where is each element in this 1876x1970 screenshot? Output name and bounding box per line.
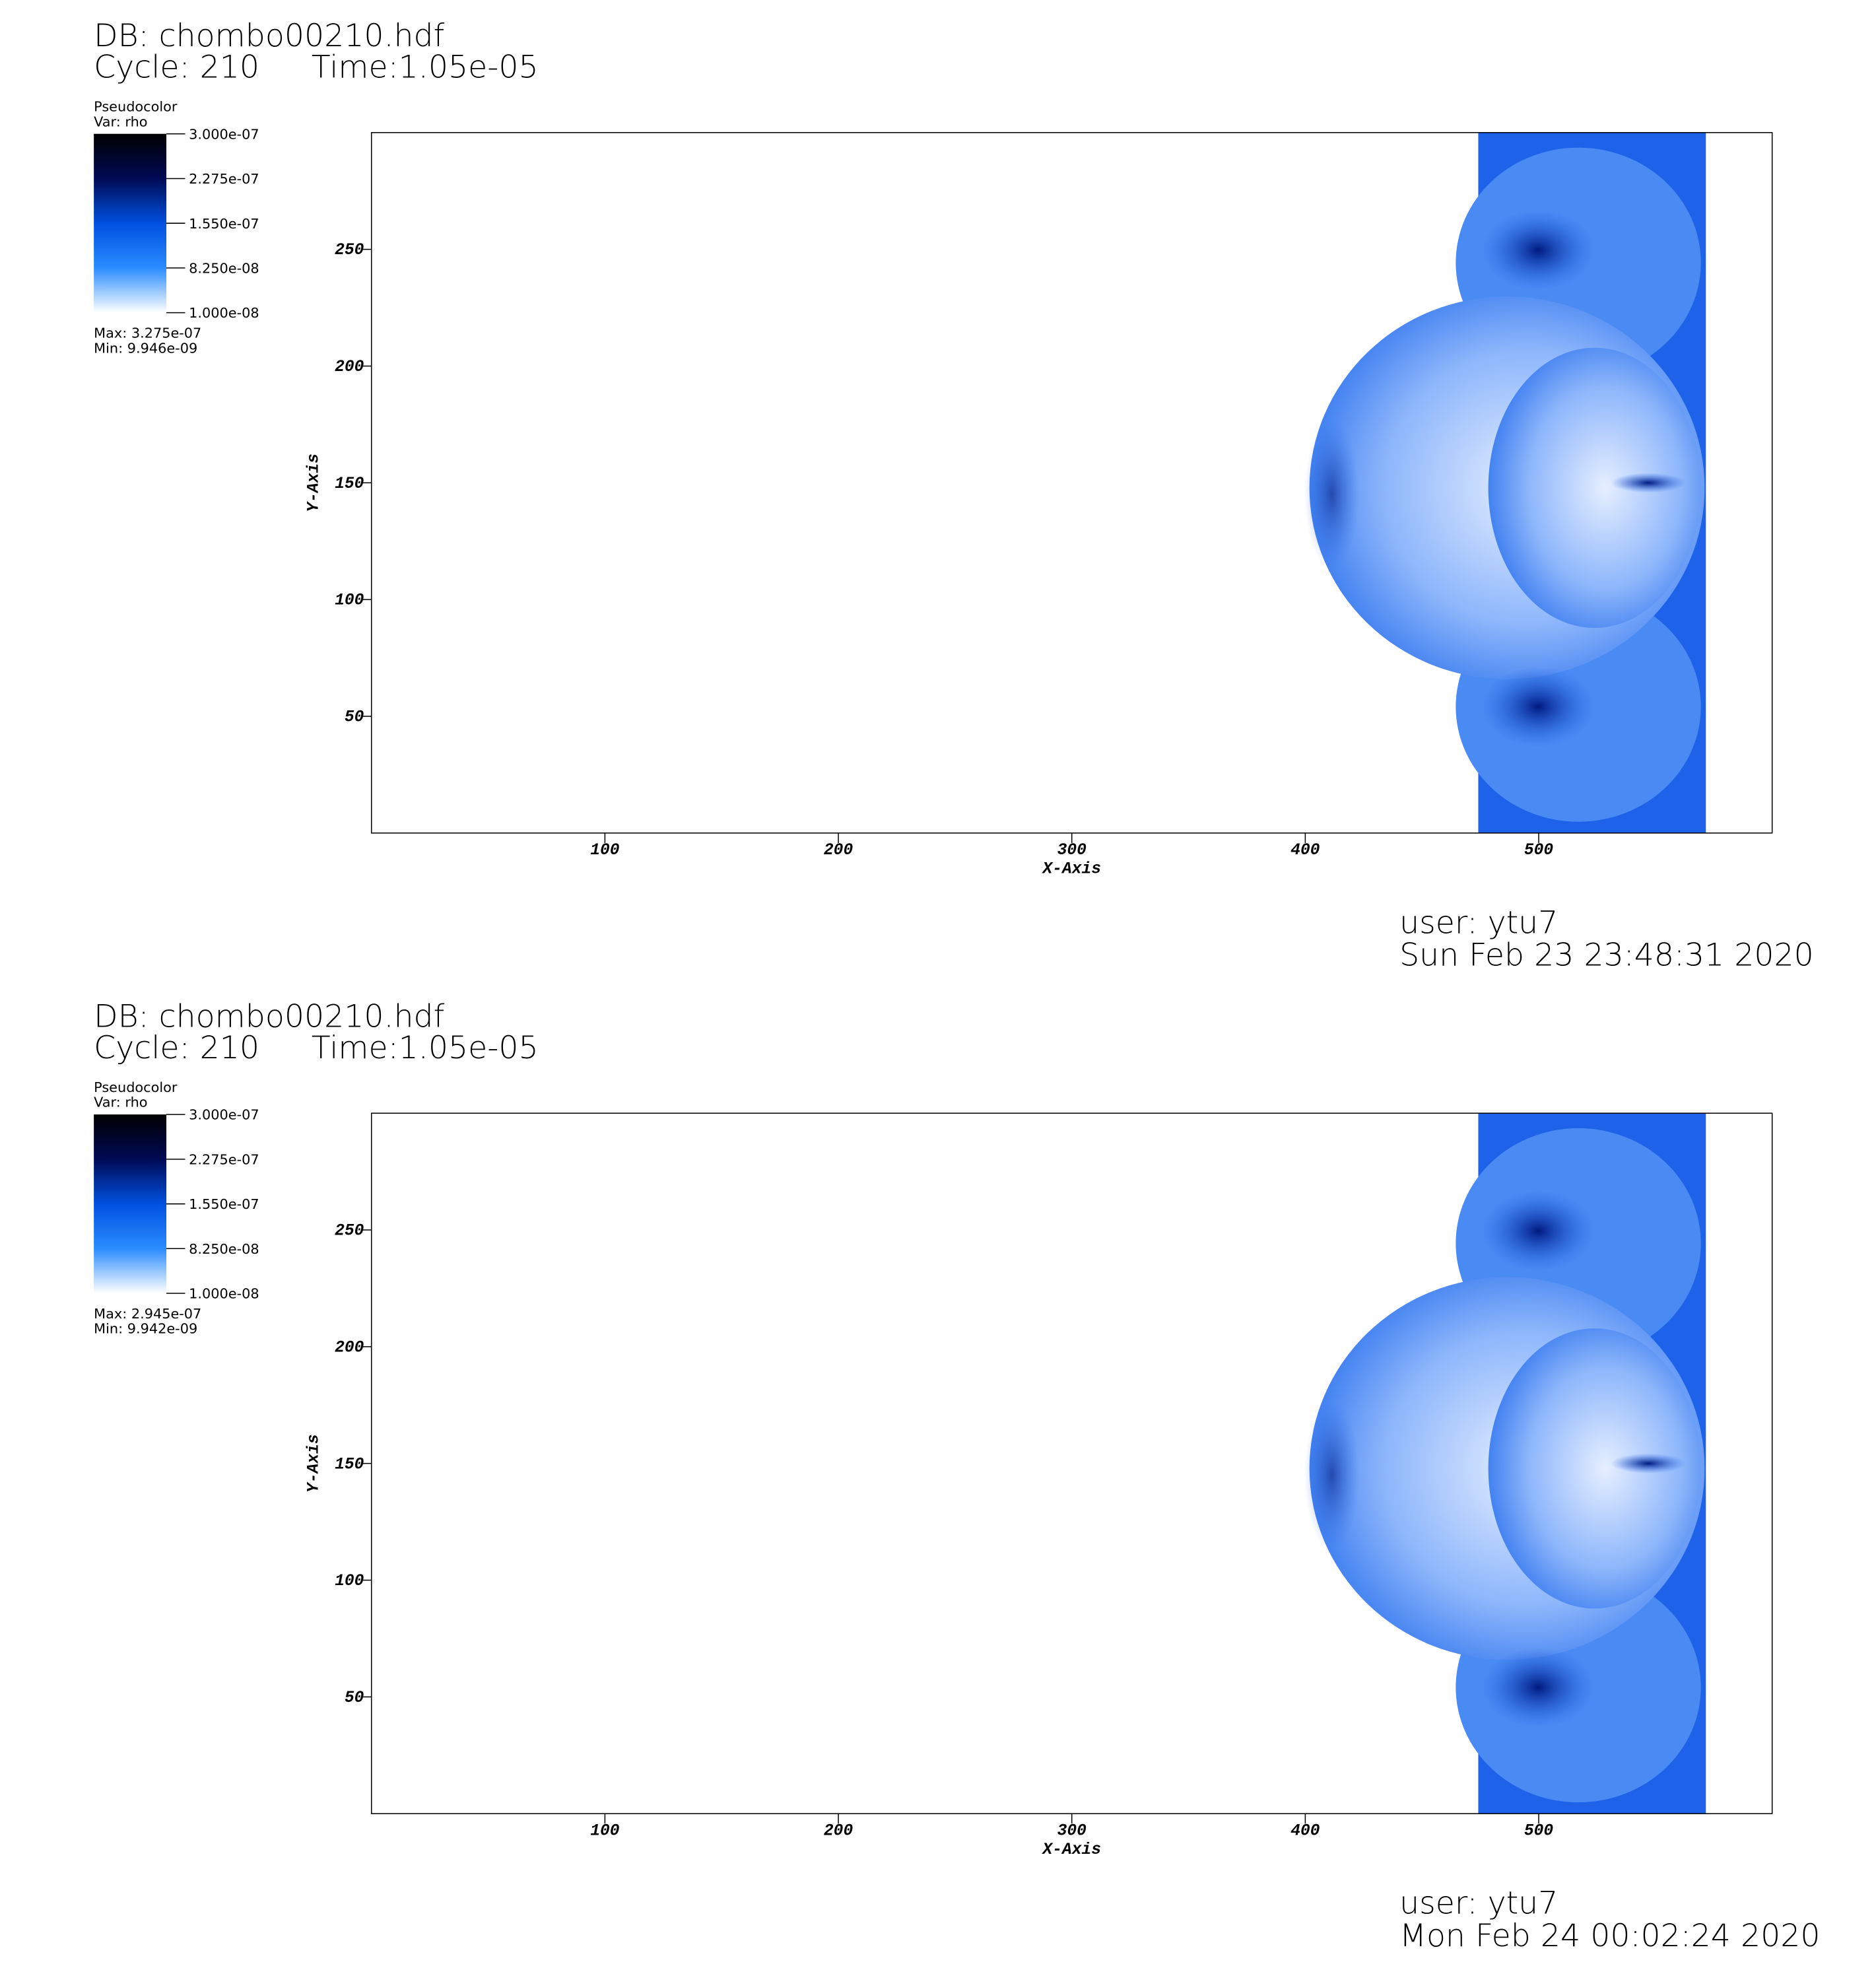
field-dark bbox=[1611, 1453, 1686, 1474]
density-field bbox=[1304, 1113, 1706, 1814]
min-label: Min: 9.942e-09 bbox=[94, 1321, 197, 1337]
time: Time:1.05e-05 bbox=[312, 1030, 539, 1066]
date: Mon Feb 24 00:02:24 2020 bbox=[1399, 1918, 1820, 1954]
y-tick-label: 50 bbox=[345, 1689, 364, 1707]
user: user: ytu7 bbox=[1399, 1885, 1558, 1922]
x-axis-title: X-Axis bbox=[1041, 1841, 1101, 1859]
colorbar-tick-label: 8.250e-08 bbox=[189, 260, 259, 276]
field-dark bbox=[1304, 419, 1360, 570]
field-dark bbox=[1482, 1647, 1595, 1728]
legend-variable: Var: rho bbox=[94, 1095, 147, 1110]
db-title: DB: chombo00210.hdf bbox=[94, 998, 444, 1035]
field-dark bbox=[1304, 1400, 1360, 1550]
x-tick-label: 100 bbox=[590, 1822, 620, 1840]
max-label: Max: 3.275e-07 bbox=[94, 325, 201, 341]
field-dark bbox=[1482, 666, 1595, 747]
colorbar-tick-label: 3.000e-07 bbox=[189, 126, 259, 142]
y-tick-label: 200 bbox=[335, 358, 364, 376]
field-bubble bbox=[1488, 347, 1701, 628]
y-tick-label: 150 bbox=[335, 475, 364, 493]
colorbar-tick-label: 1.550e-07 bbox=[189, 216, 259, 232]
y-tick-label: 100 bbox=[335, 1573, 364, 1590]
y-axis-title: Y-Axis bbox=[305, 1434, 323, 1493]
field-dark bbox=[1482, 210, 1595, 290]
colorbar bbox=[94, 1114, 167, 1294]
date: Sun Feb 23 23:48:31 2020 bbox=[1399, 937, 1814, 974]
field-bubble bbox=[1488, 1328, 1701, 1609]
cycle: Cycle: 210 bbox=[94, 1030, 259, 1066]
min-label: Min: 9.946e-09 bbox=[94, 340, 197, 356]
y-axis-title: Y-Axis bbox=[305, 454, 323, 512]
x-tick-label: 500 bbox=[1524, 1822, 1554, 1840]
y-tick-label: 250 bbox=[335, 242, 364, 259]
x-tick-label: 200 bbox=[824, 842, 854, 860]
colorbar-tick-label: 8.250e-08 bbox=[189, 1241, 259, 1257]
x-tick-label: 500 bbox=[1524, 842, 1554, 860]
colorbar bbox=[94, 133, 167, 313]
y-tick-label: 250 bbox=[335, 1223, 364, 1240]
legend-title: Pseudocolor bbox=[94, 1079, 178, 1095]
x-axis-title: X-Axis bbox=[1041, 860, 1101, 878]
user: user: ytu7 bbox=[1399, 904, 1558, 941]
time: Time:1.05e-05 bbox=[312, 49, 539, 85]
colorbar-tick-label: 2.275e-07 bbox=[189, 171, 259, 187]
colorbar-tick-label: 1.550e-07 bbox=[189, 1196, 259, 1212]
x-tick-label: 300 bbox=[1057, 842, 1087, 860]
colorbar-tick-label: 1.000e-08 bbox=[189, 305, 259, 321]
field-dark bbox=[1611, 473, 1686, 493]
y-tick-label: 150 bbox=[335, 1456, 364, 1474]
legend-title: Pseudocolor bbox=[94, 99, 178, 115]
x-tick-label: 400 bbox=[1290, 1822, 1320, 1840]
colorbar-tick-label: 2.275e-07 bbox=[189, 1151, 259, 1167]
db-title: DB: chombo00210.hdf bbox=[94, 18, 444, 54]
x-tick-label: 100 bbox=[590, 842, 620, 860]
field-dark bbox=[1482, 1190, 1595, 1271]
colorbar-tick-label: 1.000e-08 bbox=[189, 1286, 259, 1302]
cycle: Cycle: 210 bbox=[94, 49, 259, 85]
y-tick-label: 100 bbox=[335, 592, 364, 610]
x-tick-label: 200 bbox=[824, 1822, 854, 1840]
density-field bbox=[1304, 132, 1706, 833]
x-tick-label: 400 bbox=[1290, 842, 1320, 860]
x-tick-label: 300 bbox=[1057, 1822, 1087, 1840]
y-tick-label: 200 bbox=[335, 1339, 364, 1357]
y-tick-label: 50 bbox=[345, 709, 364, 727]
colorbar-tick-label: 3.000e-07 bbox=[189, 1107, 259, 1123]
legend-variable: Var: rho bbox=[94, 114, 147, 129]
max-label: Max: 2.945e-07 bbox=[94, 1306, 201, 1322]
